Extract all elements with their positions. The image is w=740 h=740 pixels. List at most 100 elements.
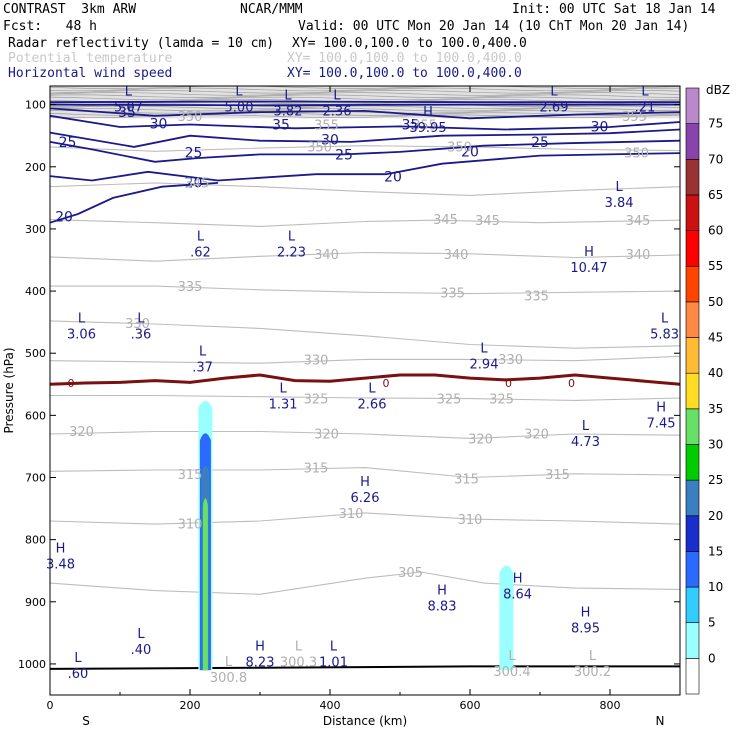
wind-extremum-type: L [661, 311, 669, 326]
plot-frame [49, 85, 681, 696]
wind-extremum-value: 8.64 [503, 587, 532, 602]
theta-contour-label: 315 [454, 473, 479, 488]
wind-extremum-value: 2.69 [540, 101, 569, 116]
colorbar-swatch [685, 194, 700, 231]
valid-label: Valid: 00 UTC Mon 20 Jan 14 (10 ChT Mon … [298, 19, 690, 34]
theta-extremum-value: 300.8 [210, 671, 247, 686]
colorbar-swatch [685, 372, 700, 410]
x-axis-label: Distance (km) [323, 714, 407, 728]
theta-contour-dense [49, 96, 681, 101]
theta-contour-label: 350 [307, 140, 332, 155]
wind-contour-label: 25 [185, 145, 203, 161]
wind-extremum-value: 1.31 [269, 398, 298, 413]
colorbar-tick-label: 10 [708, 580, 723, 594]
theta-contour-label: 355 [622, 110, 647, 125]
theta-contour [49, 571, 681, 595]
theta-contour-label: 340 [444, 248, 469, 263]
theta-contour-label: 315 [304, 462, 329, 477]
wind-extremum-value: 2.94 [470, 357, 499, 372]
wind-extremum-value: .60 [68, 667, 89, 682]
wind-extremum-type: L [641, 85, 649, 100]
colorbar-swatch [685, 479, 700, 517]
wind-extremum-value: 3.82 [274, 104, 303, 119]
theta-contour-label: 340 [626, 248, 651, 263]
org-label: NCAR/MMM [240, 2, 303, 17]
wind-contour [49, 100, 680, 104]
wind-extremum-value: 8.23 [246, 656, 275, 671]
colorbar-tick-label: 0 [708, 651, 716, 665]
colorbar-swatch [685, 158, 700, 196]
theta-contour-dense [49, 94, 681, 98]
theta-contour-label: 320 [314, 427, 339, 442]
wind-extremum-type: H [656, 400, 666, 415]
colorbar-swatch [685, 408, 700, 445]
reflectivity-cell [499, 565, 514, 671]
x-tick-label: 200 [180, 699, 201, 712]
theta-contour-dense [49, 107, 681, 112]
theta-contour [50, 285, 681, 295]
theta-contour-dense [49, 85, 681, 89]
wind-contour-label: 25 [335, 147, 353, 163]
wind-extremum-type: L [197, 229, 205, 244]
theta-contour [49, 355, 681, 364]
theta-contour-label: 350 [624, 146, 649, 161]
wind-contour-label: 25 [59, 135, 77, 151]
theta-contour-label: 325 [489, 393, 514, 408]
wind-extremum-type: L [78, 311, 86, 326]
wind-extremum-type: L [288, 229, 296, 244]
theta-extremum-type: L [589, 649, 597, 664]
colorbar-unit-label: dBZ [706, 83, 730, 97]
theta-contour-label: 345 [475, 214, 500, 229]
theta-contour [50, 394, 681, 401]
wind-contour-label: 20 [185, 175, 203, 191]
model-label: CONTRAST 3km ARW [3, 2, 137, 17]
wind-extremum-type: H [423, 105, 433, 120]
theta-contour [49, 182, 681, 196]
theta-contour-label: 325 [437, 393, 462, 408]
wind-extremum-value: 10.47 [570, 261, 607, 276]
theta-contour [49, 467, 681, 479]
wind-extremum-type: L [199, 344, 207, 359]
wind-extremum-type: H [360, 475, 370, 490]
theta-contour-label: 320 [468, 432, 493, 447]
colorbar-swatch [685, 87, 700, 124]
wind-extremum-type: L [480, 341, 488, 356]
theta-contour-label: 310 [178, 517, 203, 532]
zero-contour-label: 0 [505, 377, 512, 390]
wind-contour-label: 20 [461, 144, 479, 160]
theta-contour [49, 251, 681, 262]
theta-contour-label: 350 [178, 110, 203, 125]
y-tick-label: 1000 [18, 658, 46, 671]
theta-contour-label: 340 [314, 248, 339, 263]
theta-contour [49, 430, 681, 439]
x-tick-label: 400 [320, 699, 341, 712]
wind-contour [49, 139, 681, 163]
colorbar-tick-label: 65 [708, 188, 723, 202]
theta-contour-label: 330 [125, 317, 150, 332]
theta-contour-label: 320 [524, 427, 549, 442]
wind-contour [49, 103, 680, 107]
theta-contour-label: 320 [69, 425, 94, 440]
wind-extremum-value: 3.06 [67, 327, 96, 342]
colorbar-tick-label: 75 [708, 117, 723, 131]
colorbar-swatch [685, 123, 700, 160]
wind-extremum-type: L [137, 311, 145, 326]
wind-extremum-value: .62 [190, 245, 211, 260]
colorbar-swatch [685, 337, 700, 374]
x-end-label-right: N [656, 714, 665, 728]
init-label: Init: 00 UTC Sat 18 Jan 14 [512, 2, 716, 17]
wind-contour-label: 35 [118, 105, 136, 121]
wind-contour [49, 182, 219, 224]
x-end-label-left: S [82, 714, 90, 728]
theta-contour-label: 350 [447, 140, 472, 155]
wind-extremum-value: 5.00 [225, 101, 254, 116]
wind-extremum-value: 3.84 [605, 196, 634, 211]
wind-extremum-value: .21 [635, 101, 656, 116]
y-tick-label: 500 [25, 347, 46, 360]
y-axis-label: Pressure (hPa) [2, 347, 16, 433]
field-name-wind: Horizontal wind speed [8, 66, 173, 81]
theta-contour-label: 315 [545, 468, 570, 483]
field-xy-theta: XY= 100.0,100.0 to 100.0,400.0 [287, 51, 522, 66]
wind-extremum-value: 1.01 [319, 656, 348, 671]
